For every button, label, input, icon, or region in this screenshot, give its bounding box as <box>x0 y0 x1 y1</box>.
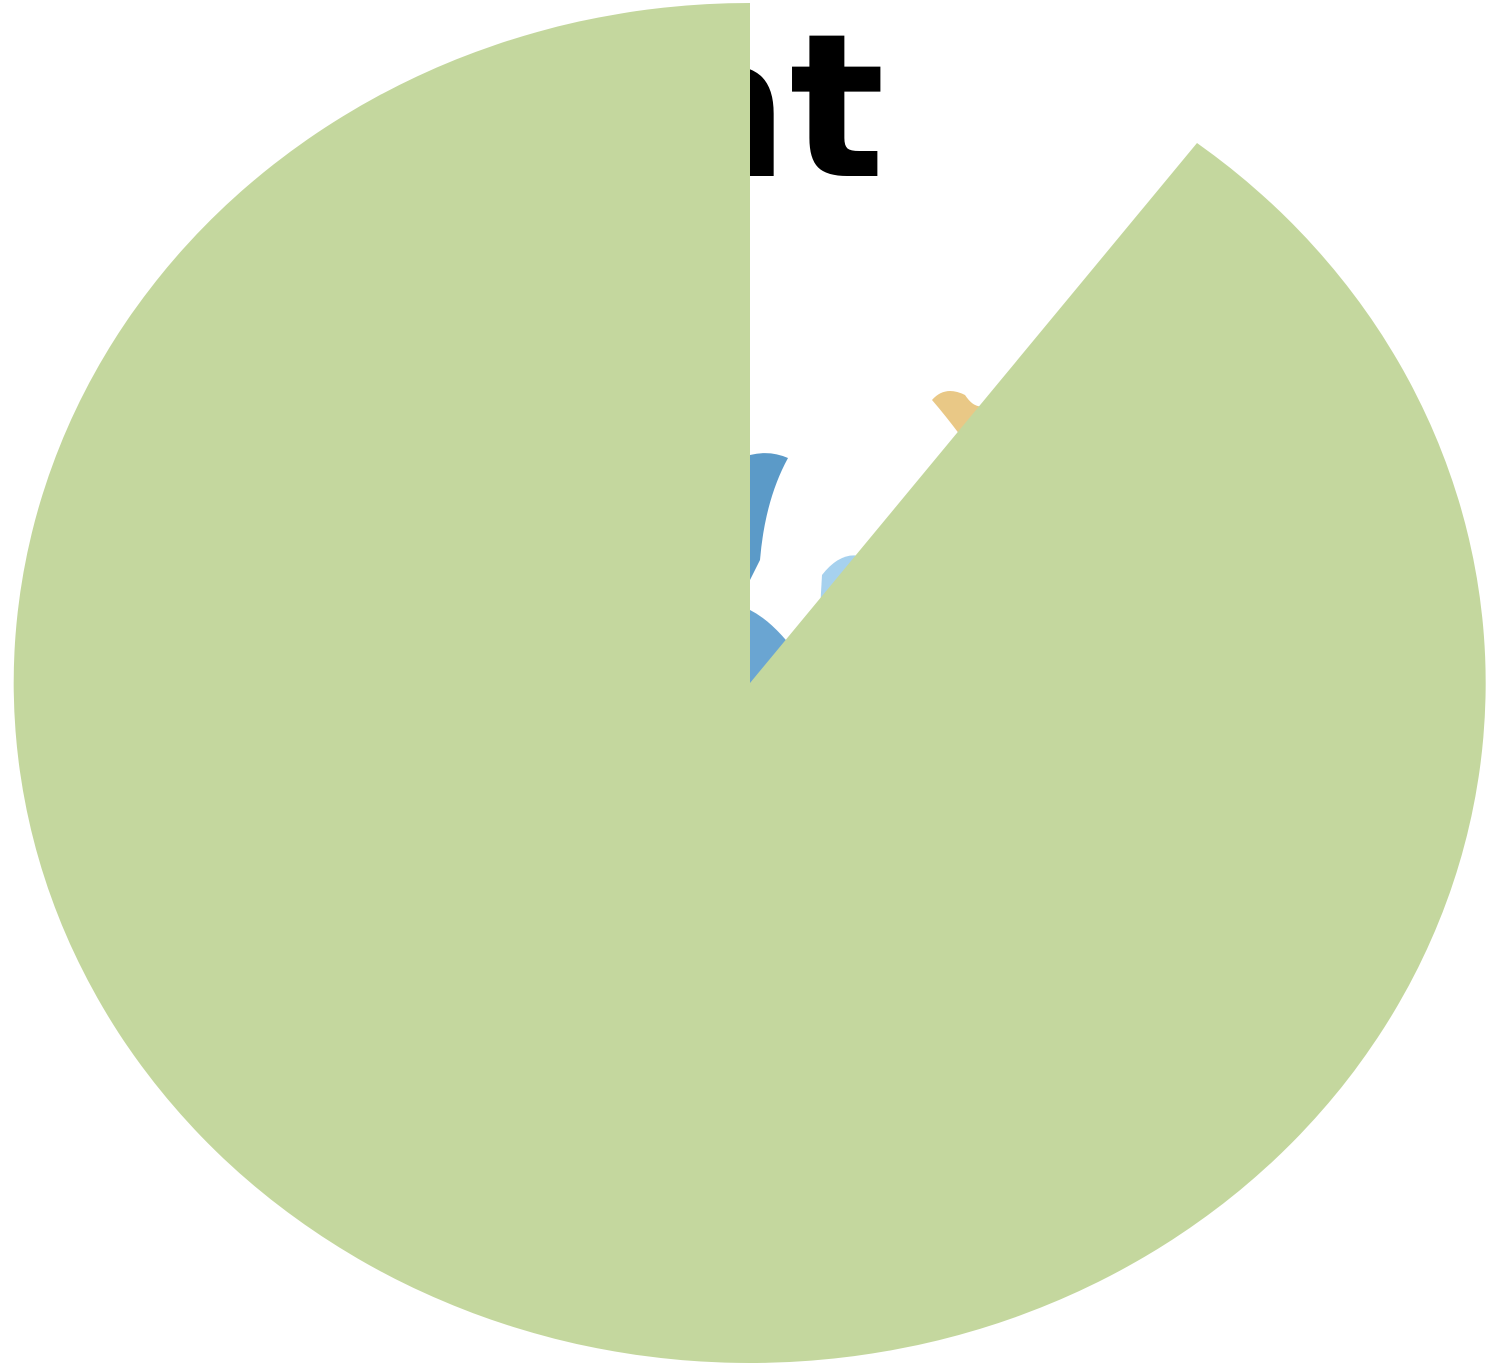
reveal-cover <box>13 2 1486 1363</box>
hand <box>932 391 985 435</box>
figure-part <box>750 610 790 690</box>
figure-part <box>750 453 788 580</box>
